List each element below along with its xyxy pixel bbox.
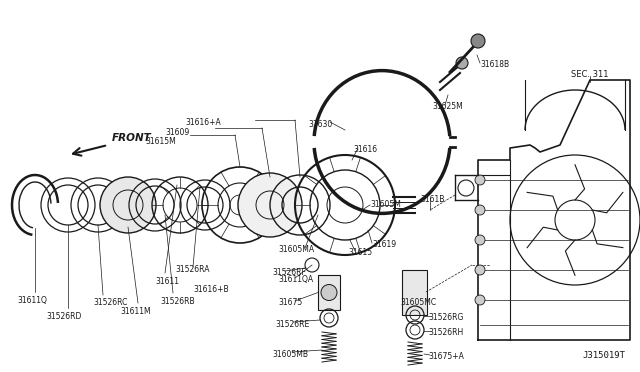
Circle shape	[238, 173, 302, 237]
Text: 31526RD: 31526RD	[46, 312, 81, 321]
Text: 31618B: 31618B	[480, 60, 509, 69]
Text: 31526RA: 31526RA	[175, 265, 209, 274]
Circle shape	[475, 265, 485, 275]
Text: 31630: 31630	[308, 120, 332, 129]
Text: 31526RE: 31526RE	[275, 320, 309, 329]
Circle shape	[456, 57, 468, 69]
Circle shape	[475, 205, 485, 215]
Text: 31605MB: 31605MB	[272, 350, 308, 359]
Circle shape	[100, 177, 156, 233]
Text: SEC. 311: SEC. 311	[572, 70, 609, 79]
Text: 3161B: 3161B	[420, 195, 444, 204]
Circle shape	[475, 295, 485, 305]
Text: 31526RB: 31526RB	[160, 297, 195, 306]
Text: 31616: 31616	[353, 145, 377, 154]
Bar	[402, 270, 427, 315]
Text: 31615: 31615	[348, 248, 372, 257]
Circle shape	[321, 285, 337, 301]
Text: 31526RG: 31526RG	[428, 313, 463, 322]
Text: 31611: 31611	[155, 277, 179, 286]
Text: 31616+A: 31616+A	[185, 118, 221, 127]
Text: 31611Q: 31611Q	[17, 296, 47, 305]
Text: 31605M: 31605M	[370, 200, 401, 209]
Bar	[318, 275, 340, 310]
Circle shape	[475, 175, 485, 185]
Text: 31605MC: 31605MC	[400, 298, 436, 307]
Text: 31611QA: 31611QA	[278, 275, 313, 284]
Text: 31616+B: 31616+B	[193, 285, 228, 294]
Text: FRONT: FRONT	[112, 133, 152, 143]
Text: 31615M: 31615M	[145, 137, 176, 146]
Text: 31526RF: 31526RF	[272, 268, 306, 277]
Text: 31605MA: 31605MA	[278, 245, 314, 254]
Text: 31609: 31609	[165, 128, 189, 137]
Text: J315019T: J315019T	[582, 351, 625, 360]
Text: 31675: 31675	[278, 298, 302, 307]
Circle shape	[471, 34, 485, 48]
Text: 31619: 31619	[372, 240, 396, 249]
Text: 31526RC: 31526RC	[93, 298, 127, 307]
Text: 31611M: 31611M	[120, 307, 150, 316]
Text: 31526RH: 31526RH	[428, 328, 463, 337]
Text: 31625M: 31625M	[432, 102, 463, 111]
Text: 31675+A: 31675+A	[428, 352, 464, 361]
Circle shape	[475, 235, 485, 245]
